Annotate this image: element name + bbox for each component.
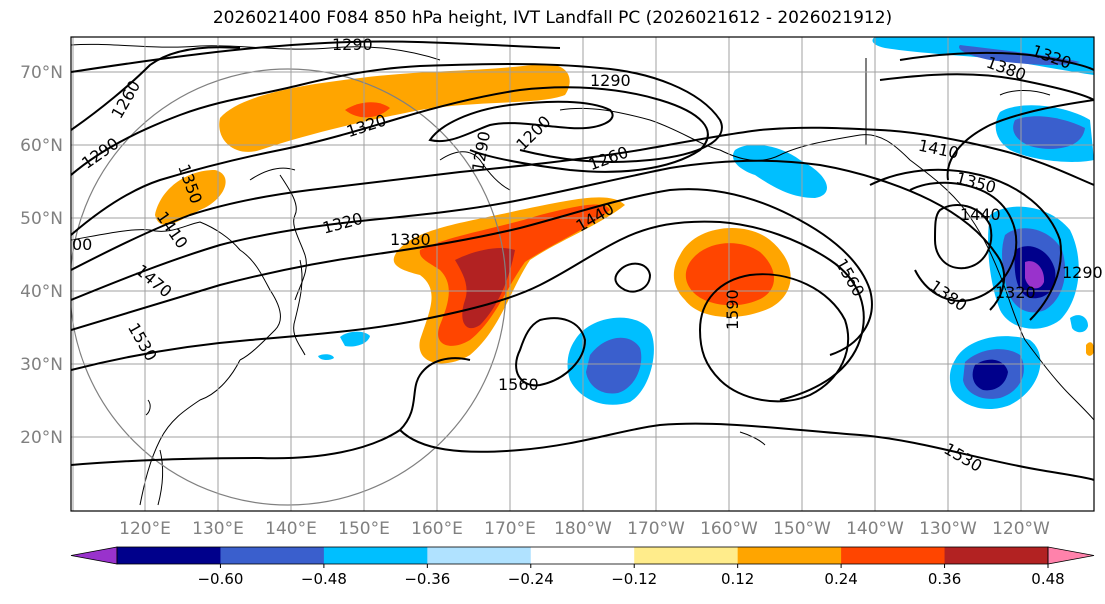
colorbar-extend-min	[70, 546, 118, 565]
lon-tick-label: 120°W	[992, 519, 1050, 539]
contour-label: 1560	[498, 375, 539, 394]
colorbar-tick-label: −0.12	[611, 570, 657, 588]
lon-tick-label: 150°E	[338, 519, 390, 539]
lon-tick-label: 180°W	[554, 519, 612, 539]
lat-tick-label: 70°N	[20, 63, 63, 83]
lon-tick-label: 140°W	[846, 519, 904, 539]
colorbar-tick-label: −0.48	[301, 570, 347, 588]
height-contours	[71, 40, 1094, 481]
colorbar-border	[116, 546, 1049, 565]
lon-tick-label: 160°E	[411, 519, 463, 539]
contour-label: 1320	[995, 283, 1036, 302]
colorbar-segment	[530, 547, 635, 564]
contour-label: 1440	[960, 205, 1001, 224]
colorbar-tick-label: 0.24	[824, 570, 857, 588]
map-title: 2026021400 F084 850 hPa height, IVT Land…	[212, 8, 893, 28]
colorbar-segment	[117, 547, 221, 564]
lon-tick-label: 170°E	[484, 519, 536, 539]
contour-label: 1290	[332, 35, 373, 54]
lon-tick-label: 160°W	[700, 519, 758, 539]
ivt-negative-shading	[318, 37, 1094, 410]
lon-tick-label: 150°W	[773, 519, 831, 539]
contour-label: 1590	[723, 289, 742, 330]
colorbar: −0.60 −0.48 −0.36 −0.24 −0.12 0.12 0.24 0.36 0.4…	[70, 546, 1095, 588]
lat-tick-label: 20°N	[20, 428, 63, 448]
lat-tick-label: 50°N	[20, 209, 63, 229]
colorbar-segment	[220, 547, 325, 564]
colorbar-segment	[427, 547, 532, 564]
lat-tick-label: 30°N	[20, 355, 63, 375]
colorbar-tick-label: −0.60	[197, 570, 243, 588]
gridlines	[71, 37, 1094, 511]
range-circle	[71, 68, 507, 506]
contour-label: 1380	[390, 230, 431, 249]
colorbar-tick-label: −0.36	[404, 570, 450, 588]
lat-tick-label: 60°N	[20, 136, 63, 156]
lat-tick-label: 40°N	[20, 282, 63, 302]
map-frame	[70, 36, 1095, 512]
lon-tick-label: 120°E	[119, 519, 171, 539]
lon-tick-label: 170°W	[627, 519, 685, 539]
colorbar-segment	[634, 547, 739, 564]
colorbar-tick-label: 0.48	[1031, 570, 1064, 588]
colorbar-tick-label: 0.36	[928, 570, 961, 588]
contour-label: 1290	[590, 71, 631, 90]
colorbar-segment	[841, 547, 946, 564]
lon-tick-label: 140°E	[265, 519, 317, 539]
longitude-labels: 120°E 130°E 140°E 150°E 160°E 170°E 180°…	[119, 519, 1050, 539]
contour-label: 00	[72, 235, 92, 254]
colorbar-tick-label: −0.24	[508, 570, 554, 588]
colorbar-segment	[323, 547, 428, 564]
colorbar-segment	[737, 547, 842, 564]
lon-tick-label: 130°E	[192, 519, 244, 539]
latitude-labels: 70°N 60°N 50°N 40°N 30°N 20°N	[20, 63, 63, 448]
lon-tick-label: 130°W	[919, 519, 977, 539]
colorbar-extend-max	[1047, 546, 1095, 565]
contour-label: 1290	[1062, 263, 1103, 282]
colorbar-tick-label: 0.12	[721, 570, 754, 588]
colorbar-segment	[944, 547, 1049, 564]
